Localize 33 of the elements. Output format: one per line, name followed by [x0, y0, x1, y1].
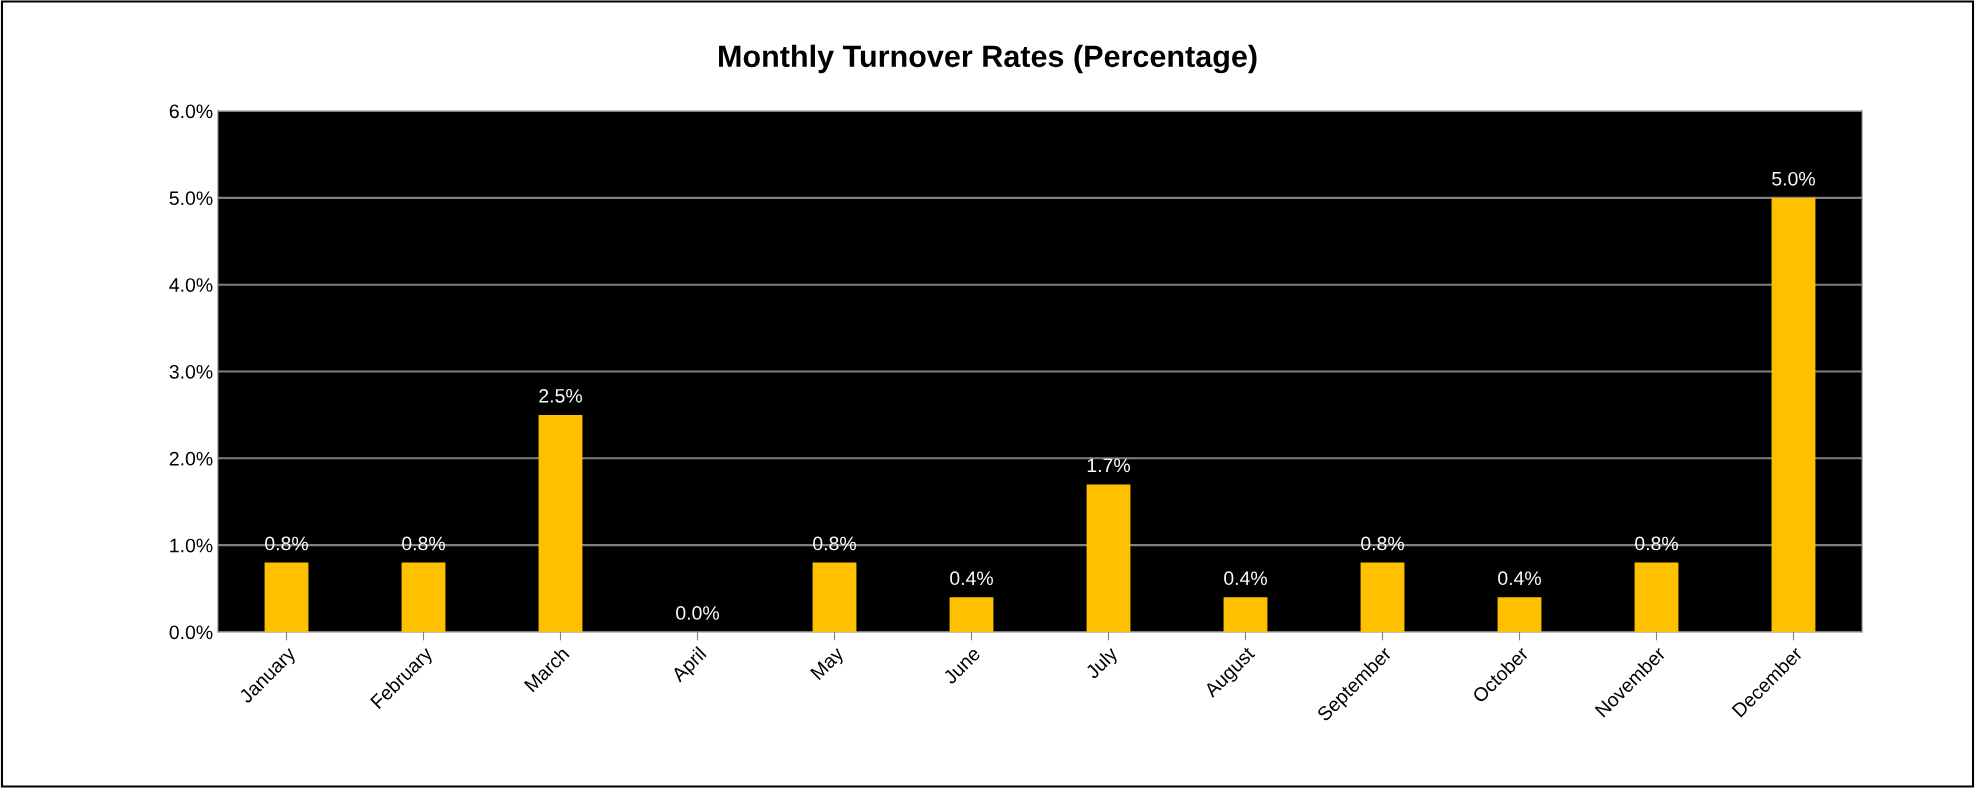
bar — [812, 562, 857, 632]
data-label: 0.8% — [1361, 536, 1404, 551]
data-label: 0.0% — [676, 606, 719, 620]
bar — [1771, 197, 1816, 632]
data-label: 0.4% — [1224, 571, 1267, 586]
bar — [1497, 597, 1542, 632]
bar — [401, 562, 446, 632]
data-label: 0.4% — [950, 571, 993, 586]
bar — [264, 562, 309, 632]
bar — [538, 414, 583, 632]
x-tick-label: May — [810, 645, 848, 683]
y-tick-label: 3.0% — [169, 364, 213, 379]
y-tick-label: 4.0% — [169, 278, 213, 292]
data-label: 0.8% — [1635, 536, 1678, 551]
data-label: 0.8% — [265, 536, 308, 551]
data-label: 0.4% — [1498, 571, 1541, 586]
data-label: 0.8% — [813, 536, 856, 551]
x-tick-label: July — [1084, 645, 1122, 683]
data-label: 5.0% — [1772, 171, 1815, 186]
bar — [949, 597, 994, 632]
data-label: 0.8% — [402, 536, 445, 551]
bar — [1223, 597, 1268, 632]
bar — [1086, 484, 1131, 632]
y-tick-label: 2.0% — [169, 451, 213, 466]
chart-title: Monthly Turnover Rates (Percentage) — [719, 44, 1257, 74]
y-tick-label: 0.0% — [169, 625, 213, 640]
y-tick-label: 6.0% — [169, 104, 213, 119]
data-label: 1.7% — [1087, 458, 1130, 473]
data-label: 2.5% — [539, 388, 582, 403]
bar — [1360, 562, 1405, 632]
bar — [1634, 562, 1679, 632]
y-tick-label: 5.0% — [169, 191, 213, 206]
y-tick-label: 1.0% — [170, 538, 213, 553]
